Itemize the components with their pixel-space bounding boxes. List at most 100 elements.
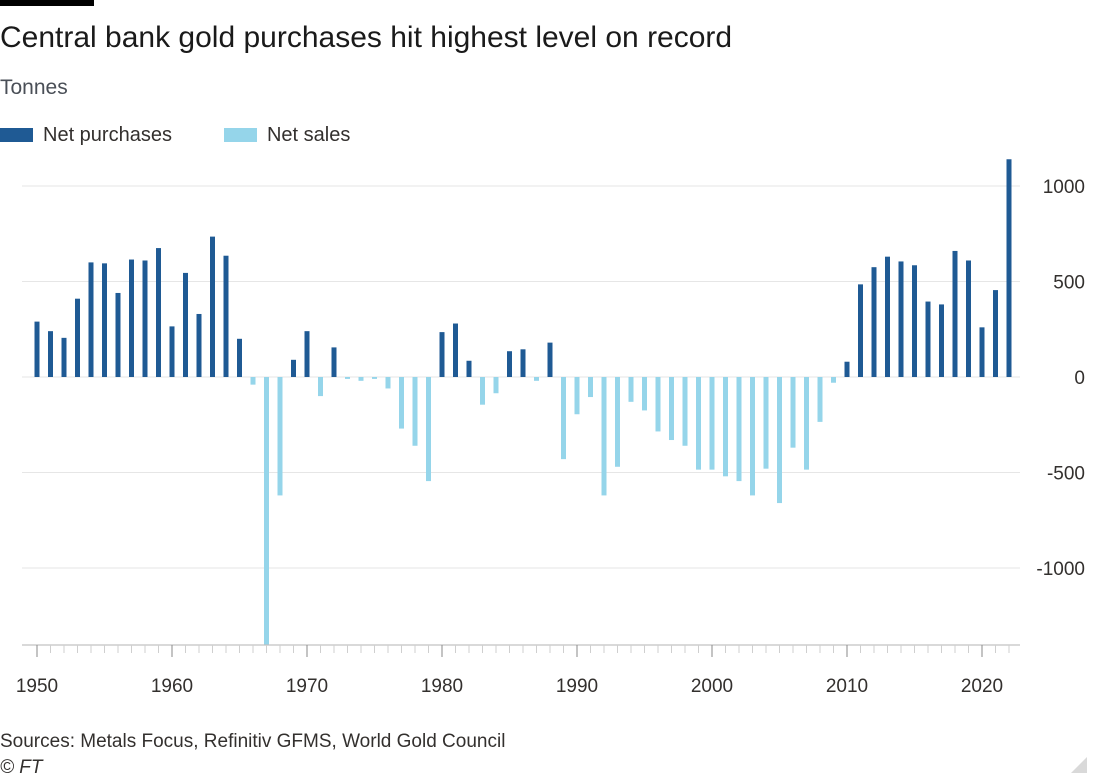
bar-2000 [709,377,715,470]
bar-2013 [885,256,890,377]
ft-top-bar [0,0,94,6]
bar-1967 [264,377,269,645]
bar-2008 [817,377,823,422]
bar-2021 [993,290,998,377]
legend-item-purchases: Net purchases [0,124,172,147]
y-tick-label: 500 [1053,273,1085,294]
bar-1984 [493,377,499,394]
bar-1982 [466,360,472,377]
legend-swatch-purchases [0,128,33,142]
x-tick-label: 2020 [961,676,1003,697]
bar-1983 [480,377,485,405]
bar-1953 [75,298,80,377]
bar-1958 [142,260,148,377]
bar-1986 [520,349,526,377]
bar-1955 [102,263,107,377]
bar-1969 [291,359,296,377]
bar-2010 [844,361,850,377]
bar-2017 [939,304,944,377]
bar-1970 [304,331,310,377]
bar-1990 [574,377,580,415]
bar-1956 [115,292,121,377]
bar-2006 [790,377,796,448]
legend-swatch-sales [223,128,257,142]
x-tick-label: 2000 [691,676,733,697]
bar-1975 [372,377,377,379]
bar-1974 [358,377,364,381]
bar-2007 [804,377,809,470]
bar-2012 [871,267,877,377]
bar-1966 [250,377,256,385]
bar-1992 [601,377,607,496]
bar-1954 [88,262,94,377]
x-tick-label: 1950 [16,676,58,697]
bar-1972 [331,347,337,377]
bar-2020 [979,327,985,377]
bar-1989 [561,377,566,460]
bar-2009 [831,377,836,383]
bar-1951 [48,331,53,377]
bar-1976 [385,377,391,389]
x-tick-label: 2010 [826,676,868,697]
bar-1997 [669,377,674,441]
bar-1985 [507,351,512,377]
x-tick-label: 1980 [421,676,463,697]
bar-1963 [210,236,215,377]
bar-1957 [129,259,134,377]
legend-label-purchases: Net purchases [43,123,172,146]
bar-1991 [588,377,593,398]
bar-2003 [750,377,755,496]
x-tick-label: 1960 [151,676,193,697]
bar-2019 [966,260,971,377]
bar-1980 [439,332,445,377]
footer-copyright: © FT [0,757,43,778]
bar-2011 [858,284,863,377]
bar-1979 [426,377,431,482]
bar-2014 [898,261,904,377]
bar-1962 [196,313,202,377]
chart-subtitle: Tonnes [0,76,68,99]
y-axis-labels: 1000 500 0 -500 -1000 [1036,177,1085,580]
bar-2001 [723,377,728,477]
bar-1996 [655,377,661,432]
bar-2002 [736,377,742,482]
y-tick-label: -500 [1047,464,1085,485]
bar-1995 [642,377,647,411]
chart-title: Central bank gold purchases hit highest … [0,21,733,54]
bar-2004 [763,377,769,469]
chart-legend: Net purchases Net sales [0,121,402,149]
footer-sources: Sources: Metals Focus, Refinitiv GFMS, W… [0,731,506,752]
bar-2005 [777,377,782,504]
resize-corner-icon [1071,757,1087,773]
x-axis: 1950 1960 1970 1980 1990 2000 2010 2020 [16,644,1020,697]
bar-1952 [61,337,67,377]
bar-1988 [547,342,553,377]
bar-1950 [34,321,40,377]
bar-1965 [237,338,242,377]
legend-item-sales: Net sales [223,123,351,147]
bar-1968 [277,377,283,496]
bar-1964 [223,255,229,377]
bar-2015 [912,265,917,377]
bar-1987 [534,377,539,381]
y-tick-label: -1000 [1036,559,1085,580]
bar-1959 [156,248,161,377]
bar-2016 [925,301,931,377]
y-tick-label: 0 [1074,368,1085,389]
x-tick-label: 1990 [556,676,598,697]
x-tick-label: 1970 [286,676,328,697]
bar-chart: 1950 1960 1970 1980 1990 2000 2010 2020 1000 500… [16,159,1085,697]
legend-label-sales: Net sales [266,123,351,146]
bar-1971 [318,377,323,397]
bar-2018 [952,250,958,377]
bar-1960 [169,326,175,377]
bar-1999 [696,377,701,470]
y-tick-label: 1000 [1043,177,1085,198]
bar-1998 [682,377,688,446]
bars [34,159,1012,645]
bar-1961 [183,272,188,377]
bar-1973 [345,377,350,379]
bar-1977 [399,377,404,429]
bar-1994 [628,377,634,402]
bar-1993 [615,377,620,467]
